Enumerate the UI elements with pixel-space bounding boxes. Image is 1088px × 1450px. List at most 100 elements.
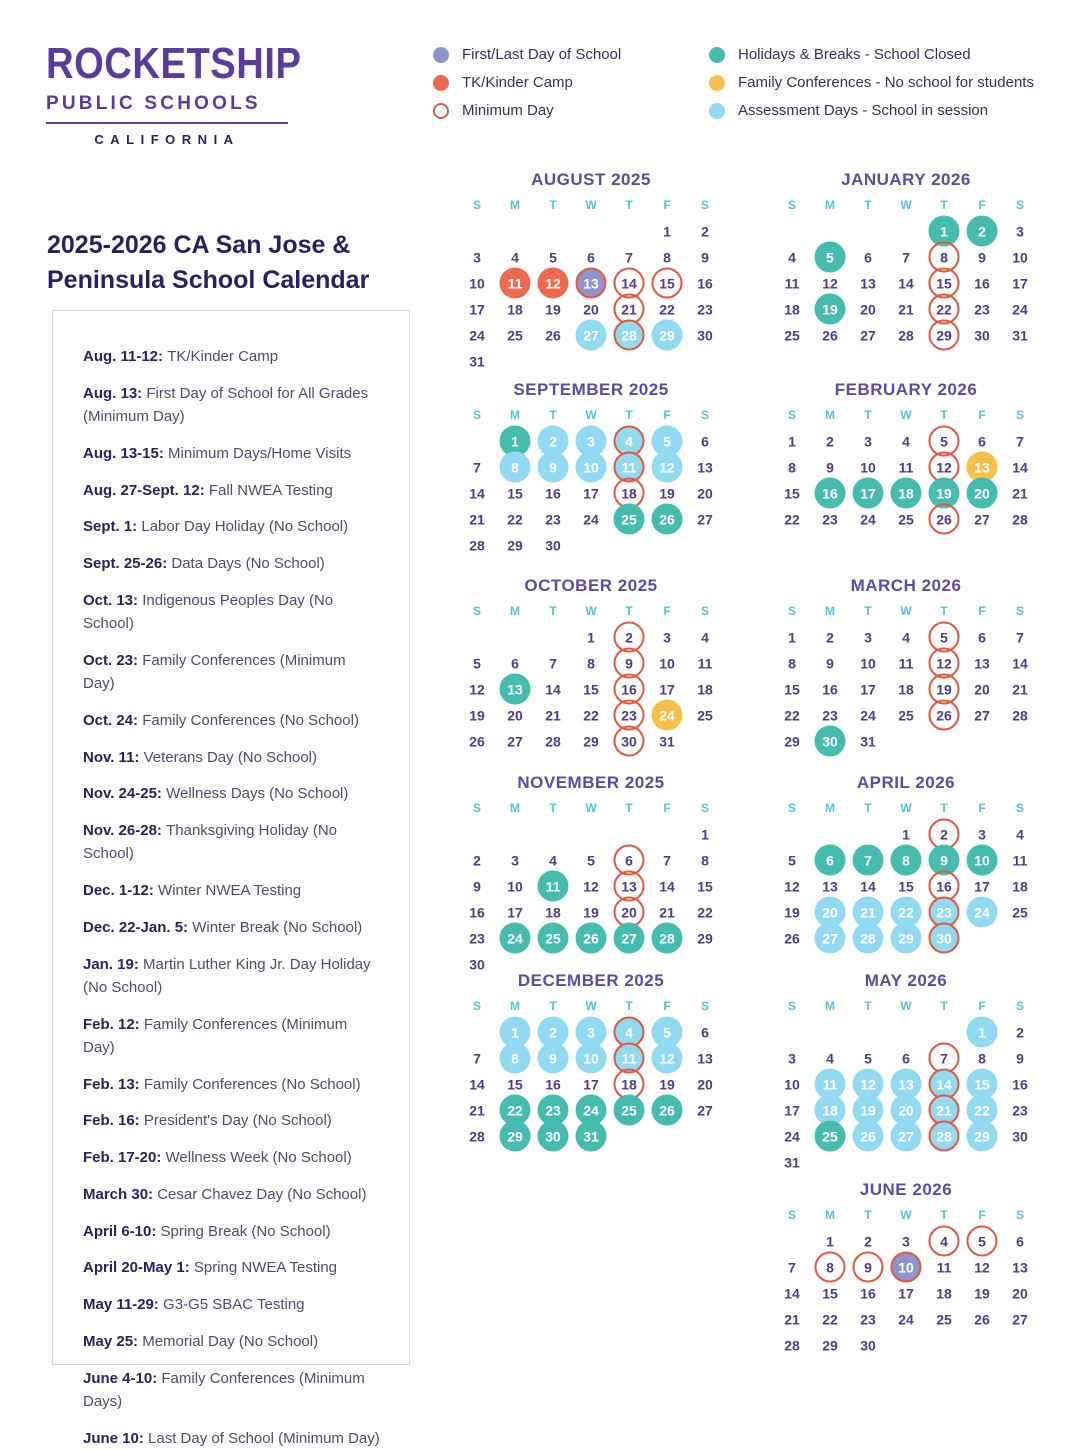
weekday-header: S [1015, 801, 1024, 815]
day-cell: 11 [1001, 847, 1039, 873]
weekday-header: S [700, 604, 709, 618]
day-number: 25 [613, 1094, 645, 1126]
weekday-header: T [625, 604, 633, 618]
day-number: 17 [583, 1076, 599, 1092]
day-cell: 7 [458, 1045, 496, 1071]
day-cell: 4 [496, 244, 534, 270]
day-cell: 4 [534, 847, 572, 873]
day-number: 8 [499, 451, 531, 483]
day-number: 5 [587, 852, 595, 868]
day-number: 1 [788, 433, 796, 449]
weekday-header: M [825, 604, 835, 618]
day-cell: 11 [610, 451, 648, 483]
day-number: 25 [936, 1311, 952, 1327]
day-cell: 28 [610, 319, 648, 351]
day-cell: 26 [458, 728, 496, 754]
day-number: 21 [928, 1094, 960, 1126]
key-date-text: Family Conferences (No School) [142, 711, 359, 729]
day-number: 23 [822, 511, 838, 527]
day-number: 11 [898, 655, 914, 671]
day-cell: 3 [849, 624, 887, 650]
day-number: 29 [890, 922, 922, 954]
day-number: 30 [537, 1120, 569, 1152]
day-number: 27 [974, 707, 990, 723]
weekday-header: T [864, 408, 872, 422]
day-number: 3 [511, 852, 519, 868]
day-number: 3 [575, 425, 607, 457]
key-date-label: Aug. 27-Sept. 12: [83, 481, 209, 499]
weekday-header: W [585, 198, 597, 212]
day-number: 28 [613, 319, 645, 351]
day-cell: 25 [496, 322, 534, 348]
legend-label: First/Last Day of School [462, 46, 622, 63]
day-cell: 22 [686, 899, 724, 925]
day-cell: 16 [458, 899, 496, 925]
day-cell: 2 [610, 621, 648, 653]
day-number: 18 [1012, 878, 1028, 894]
day-cell: 29 [963, 1120, 1001, 1152]
day-number: 31 [1012, 327, 1028, 343]
day-cell: 4 [610, 425, 648, 457]
holiday-swatch-icon [709, 46, 725, 63]
weekday-header: S [787, 1208, 796, 1222]
day-number: 13 [974, 655, 990, 671]
day-cell: 26 [534, 322, 572, 348]
empty-cell [925, 1019, 963, 1045]
key-date-text: Family Conferences (No School) [143, 1075, 361, 1093]
day-number: 1 [587, 629, 595, 645]
key-date-item: Nov. 26-28: Thanksgiving Holiday (No Sch… [83, 819, 381, 866]
day-number: 22 [784, 707, 800, 723]
day-cell: 9 [534, 1042, 572, 1074]
key-dates-panel: Aug. 11-12: TK/Kinder Camp Aug. 13: First… [52, 310, 410, 1447]
day-cell: 28 [1001, 702, 1039, 728]
day-cell: 29 [887, 922, 925, 954]
day-number: 30 [814, 725, 846, 757]
day-number: 29 [822, 1337, 838, 1353]
logo-region: CALIFORNIA [94, 132, 240, 147]
day-number: 15 [784, 681, 800, 697]
empty-cell [572, 821, 610, 847]
weekday-header: F [978, 801, 986, 815]
day-cell: 24 [887, 1306, 925, 1332]
day-cell: 21 [534, 702, 572, 728]
empty-cell [458, 218, 496, 244]
day-number: 29 [583, 733, 599, 749]
empty-cell [534, 624, 572, 650]
day-cell: 24 [849, 506, 887, 532]
day-number: 5 [814, 241, 846, 273]
day-cell: 29 [648, 319, 686, 351]
day-cell: 18 [925, 1280, 963, 1306]
day-cell: 19 [773, 899, 811, 925]
day-cell: 4 [887, 428, 925, 454]
days-grid: 1 2 3 4 5 6 7 8 9 10 11 12 13 14 15 16 17 18 19 20 21 22 23 24 2… [773, 1225, 1039, 1358]
day-cell: 14 [610, 267, 648, 299]
day-number: 12 [822, 275, 838, 291]
day-cell: 3 [773, 1045, 811, 1071]
key-date-item: June 10: Last Day of School (Minimum Day… [83, 1427, 381, 1450]
day-number: 23 [469, 930, 485, 946]
day-number: 24 [898, 1311, 914, 1327]
day-number: 4 [826, 1050, 834, 1066]
day-number: 23 [974, 301, 990, 317]
weekday-header: T [940, 999, 948, 1013]
day-number: 28 [545, 733, 561, 749]
day-cell: 22 [773, 702, 811, 728]
weekday-header: S [1015, 604, 1024, 618]
rocketship-logo: ROCKETSHIP PUBLIC SCHOOLS CALIFORNIA [46, 40, 301, 147]
day-cell: 2 [925, 818, 963, 850]
day-cell: 8 [686, 847, 724, 873]
day-number: 3 [864, 629, 872, 645]
day-cell: 23 [610, 699, 648, 731]
weekday-header: T [549, 198, 557, 212]
day-cell: 26 [963, 1306, 1001, 1332]
day-number: 9 [826, 655, 834, 671]
day-cell: 20 [811, 896, 849, 928]
day-cell: 7 [534, 650, 572, 676]
day-cell: 6 [686, 1019, 724, 1045]
day-cell: 14 [648, 873, 686, 899]
day-number: 7 [663, 852, 671, 868]
key-date-text: Martin Luther King Jr. Day Holiday (No S… [83, 955, 371, 996]
day-number: 6 [701, 1024, 709, 1040]
